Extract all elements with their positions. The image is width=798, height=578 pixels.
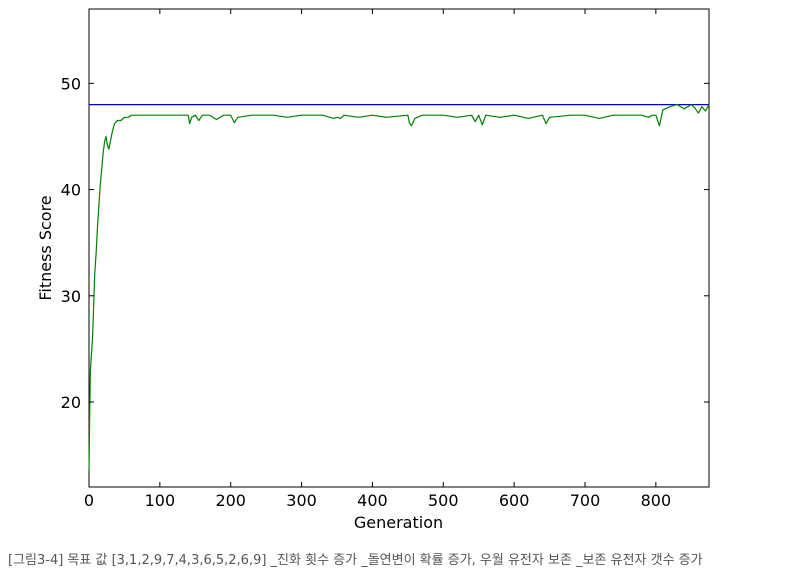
y-tick-label: 30 xyxy=(61,287,81,306)
x-tick-label: 100 xyxy=(145,491,176,510)
x-tick-label: 500 xyxy=(428,491,459,510)
x-tick-label: 0 xyxy=(84,491,94,510)
x-tick-label: 400 xyxy=(357,491,388,510)
plot-area xyxy=(88,8,710,488)
y-tick-label: 40 xyxy=(61,181,81,200)
y-tick-label: 20 xyxy=(61,393,81,412)
plot-frame xyxy=(88,8,710,488)
x-tick-label: 300 xyxy=(286,491,317,510)
x-axis-ticks: 0 100 200 300 400 500 600 700 800 xyxy=(84,9,671,510)
fitness-series-line xyxy=(88,103,710,472)
y-axis-label: Fitness Score xyxy=(36,195,55,300)
y-tick-label: 50 xyxy=(61,74,81,93)
figure-caption: [그림3-4] 목표 값 [3,1,2,9,7,4,3,6,5,2,6,9] _… xyxy=(8,553,703,568)
fitness-chart: 0 100 200 300 400 500 600 700 800 20 30 40 50 Gener… xyxy=(36,8,710,532)
x-axis-label: Generation xyxy=(354,513,443,532)
x-tick-label: 600 xyxy=(499,491,530,510)
x-tick-label: 800 xyxy=(641,491,672,510)
x-tick-label: 200 xyxy=(215,491,246,510)
x-tick-label: 700 xyxy=(570,491,601,510)
y-axis-ticks: 20 30 40 50 xyxy=(61,74,709,412)
